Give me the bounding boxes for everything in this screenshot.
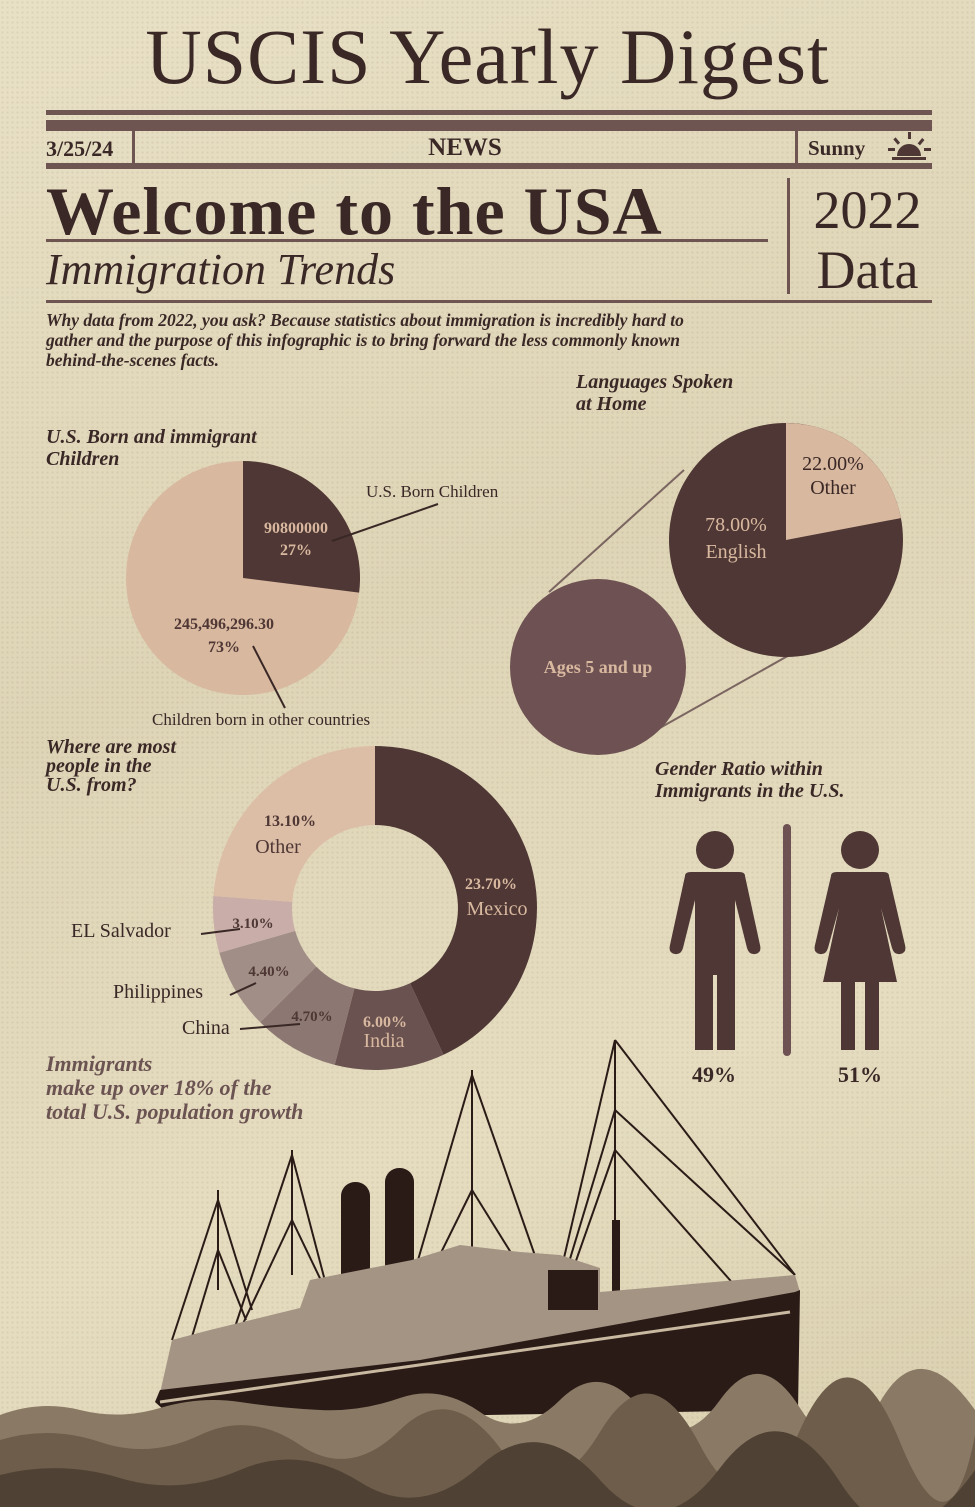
growth-line3: total U.S. population growth	[46, 1099, 304, 1124]
languages-section-title: Languages Spoken at Home	[576, 371, 733, 415]
donut-label-el-salvador: EL Salvador	[71, 920, 171, 942]
ages-source-circle	[510, 579, 686, 755]
svg-text:Other: Other	[810, 477, 856, 499]
callout-line-other	[252, 645, 286, 709]
population-growth-note: Immigrants make up over 18% of the total…	[46, 1052, 303, 1124]
header-rule-bottom	[46, 163, 932, 169]
ship-hull	[155, 1290, 800, 1420]
header-divider-left	[132, 131, 135, 163]
header-rule-top	[46, 110, 932, 115]
svg-text:3.10%: 3.10%	[232, 916, 273, 932]
header-divider-right	[795, 131, 798, 163]
svg-text:23.70%: 23.70%	[465, 876, 517, 893]
year-value: 2022	[813, 180, 922, 240]
svg-text:4.40%: 4.40%	[248, 964, 289, 980]
origin-title-line3: U.S. from?	[46, 774, 137, 796]
callout-line-us-born	[331, 503, 439, 542]
donut-slice-philippines	[219, 930, 317, 1023]
ship-funnel-2	[385, 1168, 414, 1278]
masthead-title: USCIS Yearly Digest	[145, 13, 830, 100]
pie-slice-other-language	[786, 423, 901, 540]
callout-us-born-label: U.S. Born Children	[366, 482, 499, 501]
intro-paragraph: Why data from 2022, you ask? Because sta…	[46, 310, 684, 370]
male-percentage: 49%	[692, 1062, 736, 1087]
svg-text:4.70%: 4.70%	[291, 1009, 332, 1025]
donut-slice-china	[260, 966, 355, 1065]
origin-section-title: Where are most people in the U.S. from?	[46, 736, 176, 796]
sunrise-icon	[888, 132, 931, 160]
callout-other-countries-label: Children born in other countries	[152, 710, 371, 729]
donut-label-china: China	[182, 1017, 230, 1039]
year-label: Data	[816, 240, 919, 300]
donut-slice-el-salvador	[212, 896, 296, 953]
headline-title: Welcome to the USA	[46, 173, 663, 249]
svg-text:73%: 73%	[208, 639, 240, 656]
children-section-title: U.S. Born and immigrant Children	[46, 426, 257, 470]
svg-text:Mexico: Mexico	[466, 898, 527, 920]
svg-text:Ages 5 and up: Ages 5 and up	[544, 657, 653, 677]
donut-slice-mexico	[375, 746, 537, 1055]
gender-title-line1: Gender Ratio within	[655, 758, 823, 780]
callout-line-philippines	[229, 982, 257, 996]
svg-text:6.00%: 6.00%	[363, 1014, 407, 1031]
headline-vertical-divider	[787, 178, 790, 294]
children-title-line2: Children	[46, 448, 120, 470]
svg-text:13.10%: 13.10%	[264, 813, 316, 830]
svg-text:27%: 27%	[280, 542, 312, 559]
donut-label-philippines: Philippines	[113, 981, 204, 1003]
growth-line2: make up over 18% of the	[46, 1075, 272, 1100]
svg-text:India: India	[363, 1030, 404, 1052]
steamship-illustration	[0, 1039, 975, 1507]
growth-line1: Immigrants	[46, 1051, 153, 1076]
languages-title-line2: at Home	[576, 393, 647, 415]
svg-text:90800000: 90800000	[264, 520, 328, 537]
male-figure-icon	[669, 831, 761, 1050]
female-figure-icon	[814, 831, 906, 1050]
year-box: 2022 Data	[800, 180, 935, 300]
gender-title-line2: Immigrants in the U.S.	[655, 780, 845, 802]
callout-line-el-salvador	[200, 928, 241, 935]
donut-slice-india	[334, 983, 444, 1070]
children-title-line1: U.S. Born and immigrant	[46, 426, 257, 448]
headline-subtitle: Immigration Trends	[46, 245, 396, 294]
pie-slice-us-born	[243, 461, 361, 593]
gender-figures	[669, 824, 906, 1056]
svg-text:78.00%: 78.00%	[705, 514, 767, 536]
svg-text:245,496,296.30: 245,496,296.30	[174, 616, 274, 633]
section-label: NEWS	[428, 134, 502, 161]
svg-text:Other: Other	[255, 836, 301, 858]
issue-date: 3/25/24	[46, 136, 114, 161]
header-rule-thick	[46, 120, 932, 131]
origin-title-line1: Where are most	[46, 736, 176, 758]
weather-label: Sunny	[808, 136, 866, 160]
zoom-line-top	[548, 469, 685, 593]
languages-title-line1: Languages Spoken	[576, 371, 734, 393]
headline-bottom-rule	[46, 300, 932, 303]
donut-slice-other	[213, 746, 375, 902]
svg-text:English: English	[705, 541, 766, 563]
gender-section-title: Gender Ratio within Immigrants in the U.…	[655, 758, 845, 802]
origin-donut-chart	[212, 746, 537, 1070]
gender-divider	[783, 824, 791, 1056]
female-percentage: 51%	[838, 1062, 882, 1087]
callout-line-china	[239, 1023, 301, 1030]
svg-text:22.00%: 22.00%	[802, 453, 864, 475]
ship-funnel-1	[341, 1182, 370, 1292]
origin-title-line2: people in the	[46, 755, 152, 777]
headline-underline	[46, 239, 768, 242]
